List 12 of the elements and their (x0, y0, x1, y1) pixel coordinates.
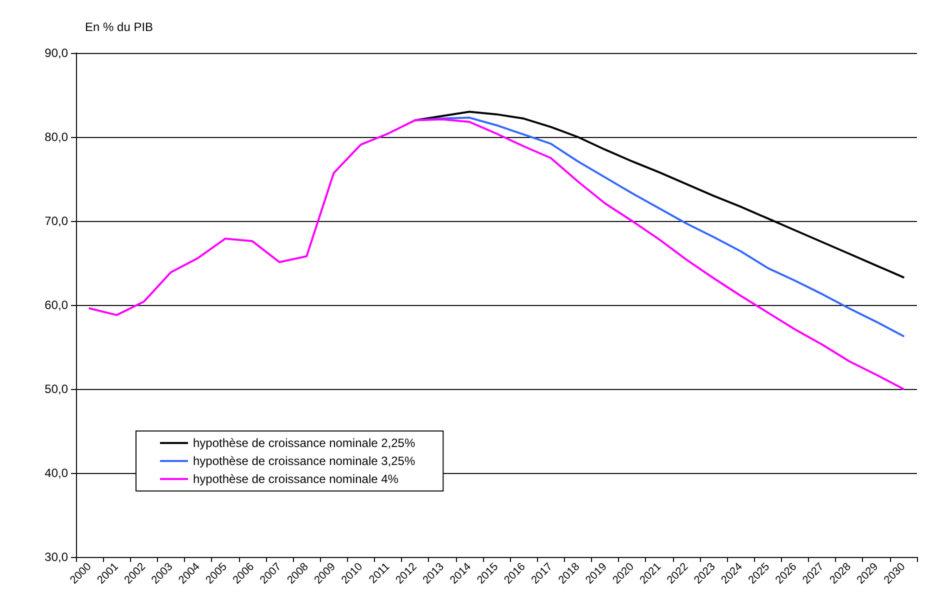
y-tick-label: 80,0 (44, 130, 68, 144)
y-tick-label: 30,0 (44, 550, 68, 564)
y-axis-title: En % du PIB (85, 20, 154, 34)
y-tick-label: 90,0 (44, 46, 68, 60)
legend-label: hypothèse de croissance nominale 3,25% (193, 454, 416, 468)
y-tick-label: 60,0 (44, 298, 68, 312)
y-tick-label: 70,0 (44, 214, 68, 228)
legend-label: hypothèse de croissance nominale 4% (193, 472, 399, 486)
y-tick-label: 50,0 (44, 382, 68, 396)
line-series (88, 118, 904, 390)
y-tick-label: 40,0 (44, 466, 68, 480)
legend-label: hypothèse de croissance nominale 2,25% (193, 436, 416, 450)
